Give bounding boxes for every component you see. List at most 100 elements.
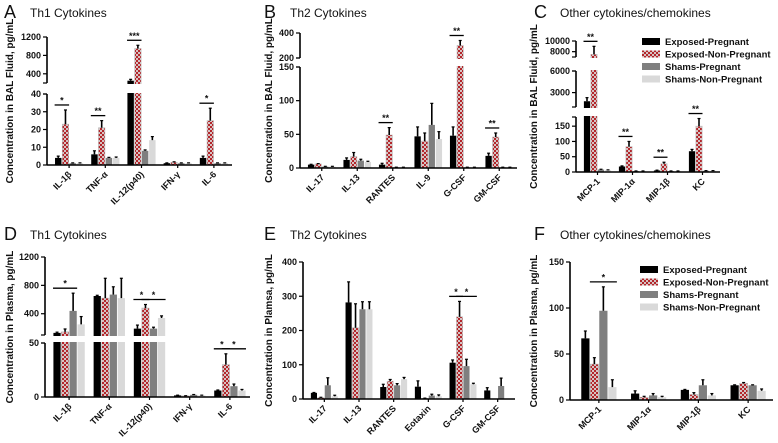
legend-swatch — [642, 63, 660, 70]
bar-b-3-3 — [435, 139, 443, 168]
bar-d-0-2 — [133, 328, 142, 397]
y-tick-label: 150 — [549, 257, 564, 267]
axis-break — [570, 108, 722, 116]
panel-a: A Th1 Cytokines Concentration in BAL Fluid… — [4, 2, 234, 206]
axis-break — [39, 336, 252, 342]
y-axis-label: Concentration in Plasma, pg/mL — [5, 251, 16, 404]
significance-label: ** — [453, 26, 461, 36]
significance-label: *** — [129, 31, 140, 41]
bar-e-0-4 — [449, 362, 456, 399]
bar-a-2-0 — [69, 163, 76, 165]
y-tick-label: 50 — [554, 349, 564, 359]
bar-d-2-1 — [109, 294, 117, 397]
bar-b-1-1 — [350, 156, 358, 169]
y-tick-label: 50 — [560, 152, 570, 162]
bar-a-1-0 — [61, 123, 69, 166]
bar-f-3-3 — [757, 390, 766, 400]
bar-a-1-2 — [134, 48, 142, 166]
bar-a-0-2 — [127, 80, 134, 165]
y-tick-label: 30 — [31, 107, 41, 117]
significance-label: * — [232, 339, 236, 349]
y-tick-label: 200 — [282, 326, 297, 336]
y-tick-label: 800 — [26, 50, 41, 60]
y-tick-label: 0 — [292, 394, 297, 404]
legend-label: Shams-Pregnant — [665, 62, 741, 73]
panel-title: Th1 Cytokines — [30, 6, 107, 20]
bar-e-3-2 — [401, 379, 408, 399]
y-tick-label: 100 — [555, 136, 570, 146]
y-tick-label: 0 — [289, 163, 294, 173]
category-label: IL-12(p40) — [109, 169, 146, 206]
panel-letter: A — [4, 2, 16, 22]
bar-d-1-1 — [101, 297, 110, 398]
bar-f-3-2 — [707, 395, 716, 400]
significance-label: ** — [382, 113, 390, 123]
bar-a-3-1 — [112, 157, 120, 165]
bar-b-0-0 — [307, 164, 315, 168]
bar-c-3-0 — [604, 170, 612, 172]
panel-letter: E — [264, 224, 276, 244]
y-axis-label: Concentration in BAL Fluid, pg/mL — [529, 24, 540, 189]
y-tick-label: 100 — [549, 303, 564, 313]
category-label: KC — [736, 404, 753, 421]
bar-f-1-3 — [739, 383, 749, 401]
legend: Exposed-PregnantExposed-Non-PregnantSham… — [642, 37, 771, 86]
legend: Exposed-PregnantExposed-Non-PregnantSham… — [640, 265, 769, 314]
significance-label: ** — [622, 127, 630, 137]
y-tick-label: 6000 — [550, 66, 570, 76]
category-label: G-CSF — [441, 172, 468, 199]
axis-break — [41, 84, 234, 93]
y-axis-label: Concentration in Plamsa, pg/mL — [264, 254, 275, 407]
bar-e-2-3 — [428, 395, 435, 399]
y-tick-label: 400 — [26, 69, 41, 79]
panel-letter: C — [534, 2, 547, 22]
category-label: IL-17 — [304, 172, 326, 194]
bar-d-0-1 — [93, 296, 101, 397]
bar-f-0-2 — [680, 389, 689, 400]
bar-d-3-4 — [238, 390, 246, 397]
bar-b-1-5 — [492, 136, 500, 169]
panel-title: Th1 Cytokines — [30, 228, 107, 242]
legend-swatch — [640, 278, 658, 286]
y-tick-label: 0 — [36, 160, 41, 170]
significance-label: ** — [657, 148, 665, 158]
bar-b-2-3 — [428, 124, 435, 168]
category-label: IL-6 — [200, 169, 218, 187]
category-label: RANTES — [365, 403, 398, 436]
bar-c-0-1 — [618, 166, 626, 172]
panel-letter: D — [4, 224, 17, 244]
y-axis-label: Concentration in Plasma, pg/mL — [529, 255, 540, 408]
bar-f-0-0 — [581, 338, 590, 400]
category-label: G-CSF — [441, 403, 468, 430]
y-tick-label: 10 — [31, 142, 41, 152]
legend-label: Shams-Non-Pregnant — [665, 75, 763, 86]
y-tick-label: 1200 — [19, 252, 39, 262]
bar-a-2-2 — [141, 150, 149, 165]
y-tick-label: 0 — [559, 395, 564, 405]
bar-f-3-0 — [608, 387, 617, 400]
bar-a-2-3 — [178, 163, 185, 165]
bar-b-0-3 — [414, 136, 421, 168]
panel-title: Other cytokines/chemokines — [560, 6, 711, 20]
panel-title: Th2 Cytokines — [290, 228, 367, 242]
panel-b: B Th2 Cytokines Concentration in BAL Fluid… — [264, 2, 519, 206]
bar-b-3-1 — [364, 161, 372, 168]
category-label: MIP-1α — [609, 176, 637, 204]
bar-d-1-2 — [141, 307, 150, 398]
legend-swatch — [640, 291, 658, 298]
bar-b-0-1 — [343, 159, 350, 168]
category-label: IFN-γ — [159, 169, 182, 192]
significance-label: * — [140, 290, 144, 300]
significance-label: * — [220, 339, 224, 349]
y-tick-label: 300 — [282, 291, 297, 301]
panel-c: C Other cytokines/chemokines Concentration… — [529, 2, 771, 204]
significance-label: * — [602, 272, 606, 282]
bar-a-3-2 — [149, 140, 156, 165]
bar-a-2-4 — [214, 163, 221, 165]
y-tick-label: 400 — [24, 309, 39, 319]
bar-d-3-1 — [117, 298, 125, 397]
panel-title: Th2 Cytokines — [290, 6, 367, 20]
legend-swatch — [640, 266, 658, 273]
bar-f-3-1 — [658, 397, 667, 400]
